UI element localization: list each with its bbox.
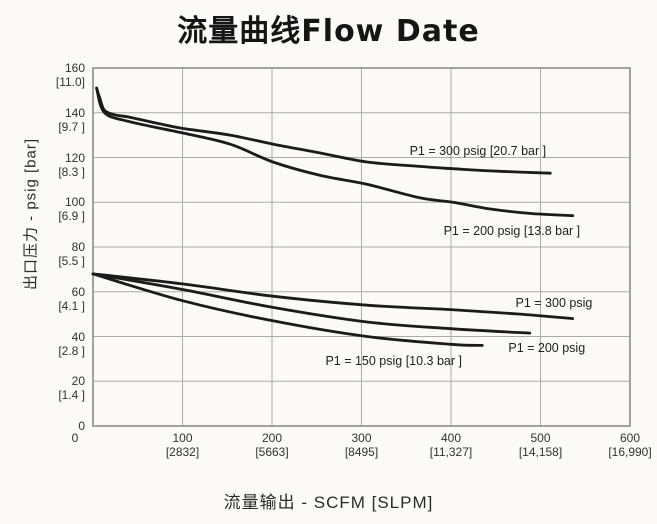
x-axis-title: 流量输出 - SCFM [SLPM]: [223, 493, 434, 512]
chart-title: 流量曲线Flow Date: [177, 14, 480, 49]
curve-p1-300-psig: [91, 272, 575, 320]
plot-border: [92, 67, 631, 427]
curve-p1-200-psig: [91, 272, 532, 335]
curve-p1-200-psig-13-8-bar: [95, 86, 575, 218]
curve-p1-300-psig-20-7-bar: [95, 86, 552, 175]
curve-p1-150-psig-10-3-bar: [91, 272, 484, 347]
